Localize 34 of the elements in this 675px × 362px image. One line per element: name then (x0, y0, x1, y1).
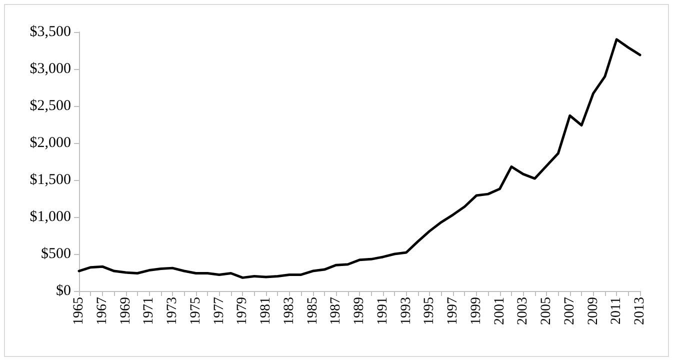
y-tick-label: $2,000 (30, 135, 71, 151)
x-tick-label: 2011 (609, 297, 624, 324)
y-tick-label: $500 (41, 246, 71, 262)
x-tick-label: 2005 (539, 297, 554, 325)
y-tick-label: $1,500 (30, 172, 71, 188)
x-tick-label: 1995 (422, 297, 438, 325)
x-tick-label: 1975 (188, 297, 204, 325)
x-tick-label: 2009 (586, 297, 601, 325)
x-tick-label: 1993 (398, 297, 414, 325)
x-tick-label: 1981 (258, 297, 274, 325)
x-tick-label: 1991 (375, 297, 390, 325)
x-tick-label: 1989 (352, 297, 367, 325)
y-tick-label: $3,500 (30, 24, 71, 40)
x-tick-label: 2001 (492, 297, 508, 325)
x-tick-label: 1997 (446, 297, 460, 325)
x-tick-label: 2003 (516, 297, 531, 325)
x-tick-label: 2013 (632, 297, 648, 325)
x-tick-label: 1965 (72, 297, 86, 325)
x-tick-label: 1985 (305, 297, 320, 325)
line-series (78, 38, 642, 279)
x-tick-label: 1999 (468, 297, 484, 325)
x-tick-label: 1969 (118, 297, 134, 325)
x-tick-label: 1971 (142, 297, 157, 325)
x-tick-label: 1983 (282, 297, 297, 325)
x-tick-label: 1973 (165, 297, 180, 325)
y-tick-label: $3,000 (30, 61, 71, 77)
x-tick-label: 1979 (235, 297, 250, 325)
y-tick-label: $2,500 (30, 98, 71, 114)
x-tick-label: 2007 (562, 297, 578, 325)
y-tick-label: $0 (56, 283, 71, 299)
x-tick-label: 1967 (94, 297, 110, 325)
x-tick-label: 1977 (212, 297, 227, 325)
x-tick-label: 1987 (328, 297, 344, 325)
y-tick-label: $1,000 (30, 209, 71, 225)
